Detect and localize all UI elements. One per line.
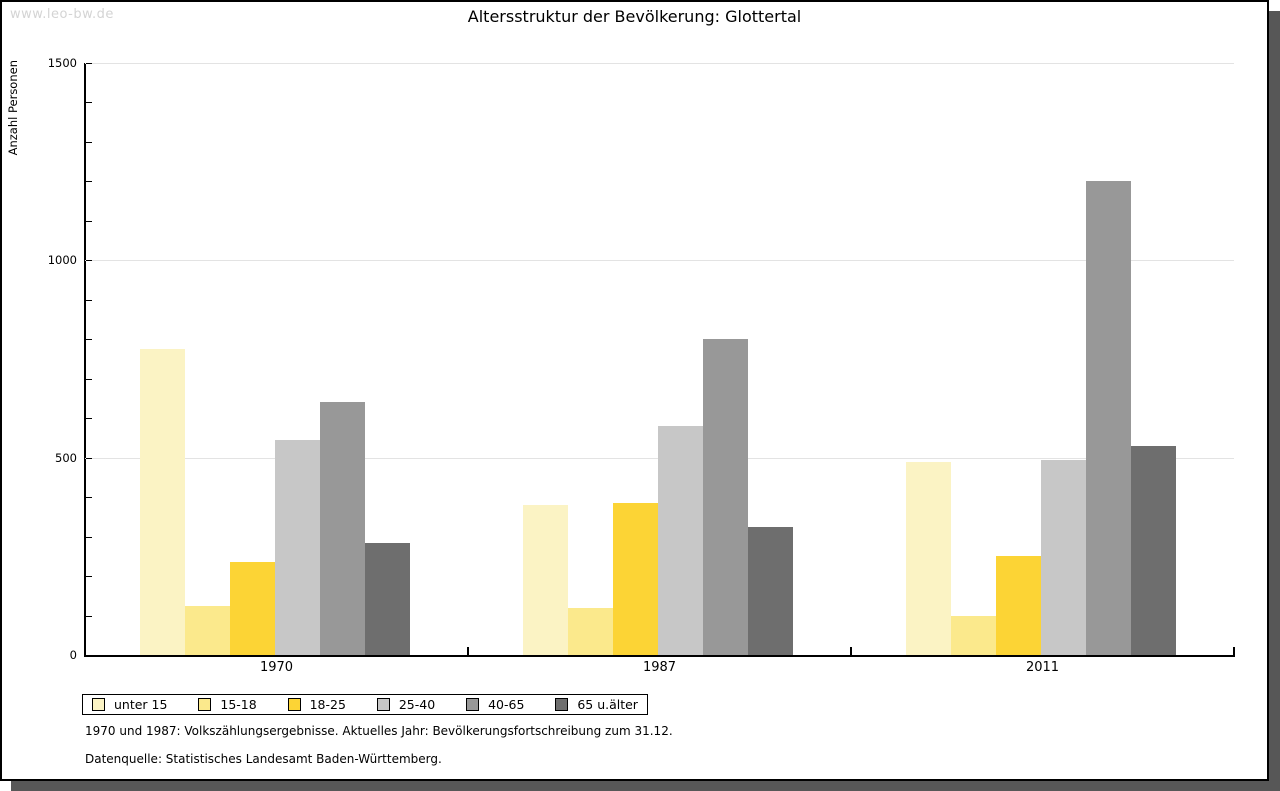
chart-canvas: www.leo-bw.de Altersstruktur der Bevölke…	[0, 0, 1269, 781]
bar-1987-15-18	[568, 607, 613, 655]
y-tick-100	[86, 615, 92, 617]
x-axis-label-1970: 1970	[259, 660, 294, 675]
y-tick-1400	[86, 102, 92, 104]
legend-label: 18-25	[309, 697, 346, 712]
legend-swatch-icon	[555, 698, 569, 711]
y-tick-1000	[86, 260, 92, 262]
bar-2011-15-18	[951, 615, 996, 655]
bar-1970-unter-15	[140, 349, 185, 655]
y-tick-1300	[86, 141, 92, 143]
y-tick-label-500: 500	[55, 450, 77, 465]
y-tick-400	[86, 497, 92, 499]
legend-item-65-u.älter: 65 u.älter	[555, 697, 638, 712]
legend-swatch-icon	[92, 698, 105, 711]
bar-1987-25-40	[658, 426, 703, 655]
gridline-1500	[85, 63, 1234, 64]
bar-2011-65-u.älter	[1131, 445, 1176, 655]
y-tick-label-1500: 1500	[47, 56, 77, 70]
y-tick-200	[86, 576, 92, 578]
bar-1970-18-25	[230, 562, 275, 655]
legend-item-18-25: 18-25	[287, 697, 346, 712]
y-tick-1100	[86, 220, 92, 222]
bar-1970-25-40	[275, 439, 320, 655]
y-tick-300	[86, 536, 92, 538]
bar-1987-unter-15	[523, 505, 568, 655]
legend-label: unter 15	[114, 697, 168, 712]
bar-1987-40-65	[703, 339, 748, 655]
bar-1970-65-u.älter	[365, 542, 410, 655]
legend-label: 65 u.älter	[577, 697, 638, 712]
x-axis-boundary-tick-3	[1233, 647, 1235, 655]
x-axis-label-1987: 1987	[642, 660, 677, 675]
legend-item-25-40: 25-40	[376, 697, 436, 712]
y-tick-1200	[86, 181, 92, 183]
bar-1970-40-65	[320, 402, 365, 655]
y-tick-600	[86, 418, 92, 420]
bar-1987-65-u.älter	[748, 526, 793, 655]
y-tick-500	[86, 457, 92, 459]
legend-swatch-icon	[466, 698, 480, 711]
legend-item-15-18: 15-18	[198, 697, 257, 712]
plot-area: 0 500 1000 1500 1970 1987 2011	[48, 56, 1235, 675]
legend-item-unter-15: unter 15	[92, 697, 167, 712]
y-tick-800	[86, 339, 92, 341]
footnote-source-note: 1970 und 1987: Volkszählungsergebnisse. …	[85, 724, 673, 738]
bar-2011-18-25	[996, 556, 1041, 655]
bar-2011-40-65	[1086, 181, 1131, 655]
y-tick-label-0: 0	[69, 648, 77, 662]
y-tick-700	[86, 378, 92, 380]
y-tick-1500	[86, 63, 92, 64]
x-axis-label-2011: 2011	[1025, 660, 1060, 675]
chart-title: Altersstruktur der Bevölkerung: Glottert…	[467, 7, 802, 26]
x-axis-line	[84, 655, 1235, 657]
x-axis-boundary-tick-1	[467, 647, 469, 655]
legend-item-40-65: 40-65	[466, 697, 524, 712]
y-tick-900	[86, 299, 92, 301]
legend: unter 15 15-18 18-25 25-40 40-65 65 u.älter	[82, 694, 648, 715]
legend-label: 15-18	[220, 697, 257, 712]
bar-1987-18-25	[613, 503, 658, 655]
gridline-1000	[85, 260, 1234, 262]
legend-label: 40-65	[488, 697, 525, 712]
bar-2011-unter-15	[906, 461, 951, 655]
bar-2011-25-40	[1041, 459, 1086, 655]
bar-1970-15-18	[185, 605, 230, 655]
legend-swatch-icon	[198, 698, 212, 711]
y-axis-title: Anzahl Personen	[6, 60, 20, 156]
legend-label: 25-40	[398, 697, 436, 712]
watermark-link[interactable]: www.leo-bw.de	[10, 7, 114, 22]
footnote-data-source: Datenquelle: Statistisches Landesamt Bad…	[85, 752, 442, 766]
y-tick-label-1000: 1000	[47, 253, 77, 268]
legend-swatch-icon	[287, 698, 301, 711]
y-axis-line	[84, 63, 86, 657]
x-axis-boundary-tick-2	[850, 647, 852, 655]
legend-swatch-icon	[376, 698, 390, 711]
